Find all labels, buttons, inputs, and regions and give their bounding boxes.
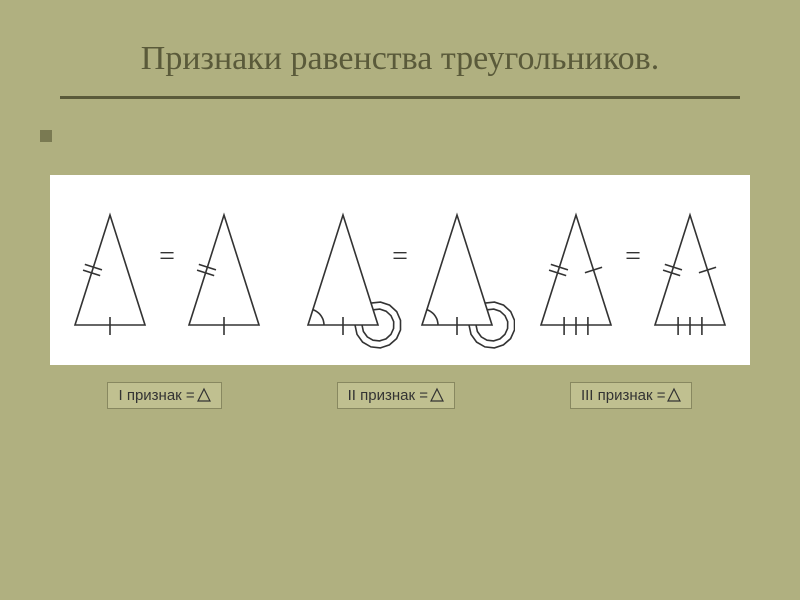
- bullet-icon: [40, 130, 52, 142]
- label-criterion-2: II признак =: [337, 382, 455, 409]
- triangle-icon: [667, 387, 681, 403]
- slide: Признаки равенства треугольников. = = = …: [0, 0, 800, 600]
- title-rule: [60, 96, 740, 99]
- title-area: Признаки равенства треугольников.: [0, 0, 800, 88]
- triangle-icon: [430, 387, 444, 403]
- diagram-area: = = =: [50, 175, 750, 365]
- slide-title: Признаки равенства треугольников.: [60, 40, 740, 78]
- label-criterion-1: I признак =: [107, 382, 221, 409]
- svg-text:=: =: [392, 241, 408, 272]
- svg-text:=: =: [159, 241, 175, 272]
- triangle-icon: [197, 387, 211, 403]
- criterion-2-diagram: =: [285, 185, 515, 355]
- criterion-3-diagram: =: [518, 185, 748, 355]
- label-text: III признак =: [581, 387, 666, 404]
- labels-row: I признак = II признак = III признак =: [50, 375, 750, 415]
- label-criterion-3: III признак =: [570, 382, 693, 409]
- label-text: I признак =: [118, 387, 194, 404]
- label-text: II признак =: [348, 387, 428, 404]
- criterion-1-diagram: =: [52, 185, 282, 355]
- svg-text:=: =: [625, 241, 641, 272]
